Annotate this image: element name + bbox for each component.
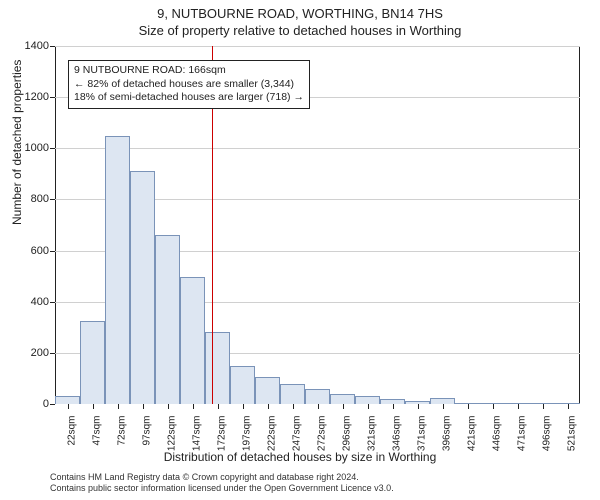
grid-line [55,148,580,149]
x-tick-label: 521sqm [566,416,577,452]
plot-area: 020040060080010001200140022sqm47sqm72sqm… [55,46,580,404]
histogram-bar [105,136,130,405]
x-tick-label: 471sqm [516,416,527,452]
x-tick-label: 396sqm [441,416,452,452]
x-tick-label: 47sqm [91,416,102,446]
x-tick-label: 97sqm [141,416,152,446]
chart-title-main: 9, NUTBOURNE ROAD, WORTHING, BN14 7HS [0,0,600,21]
annotation-line: 9 NUTBOURNE ROAD: 166sqm [74,64,304,78]
y-tick-mark [50,97,55,98]
right-axis-line [579,46,580,404]
x-tick-label: 222sqm [266,416,277,452]
x-tick-label: 296sqm [341,416,352,452]
histogram-bar [205,332,230,404]
x-tick-mark [468,404,469,409]
y-tick-mark [50,148,55,149]
x-tick-label: 72sqm [116,416,127,446]
y-tick-mark [50,46,55,47]
y-tick-mark [50,404,55,405]
y-tick-mark [50,251,55,252]
histogram-bar [280,384,305,404]
x-tick-label: 122sqm [166,416,177,452]
y-axis-line [55,46,56,404]
footer-line: Contains public sector information licen… [50,483,394,494]
x-tick-label: 421sqm [466,416,477,452]
x-tick-label: 247sqm [291,416,302,452]
x-tick-label: 147sqm [191,416,202,452]
y-tick-label: 200 [31,347,49,359]
histogram-bar [55,396,80,404]
x-tick-mark [168,404,169,409]
y-tick-label: 600 [31,245,49,257]
x-tick-mark [243,404,244,409]
x-tick-mark [293,404,294,409]
x-tick-label: 371sqm [416,416,427,452]
x-tick-mark [143,404,144,409]
x-tick-mark [368,404,369,409]
x-tick-label: 22sqm [66,416,77,446]
histogram-bar [355,396,380,404]
x-tick-label: 321sqm [366,416,377,452]
x-tick-label: 496sqm [541,416,552,452]
histogram-bar [305,389,330,404]
y-tick-label: 1400 [25,40,49,52]
y-tick-mark [50,353,55,354]
grid-line [55,46,580,47]
x-tick-mark [568,404,569,409]
histogram-bar [180,277,205,404]
x-tick-mark [68,404,69,409]
x-tick-label: 272sqm [316,416,327,452]
x-tick-mark [443,404,444,409]
histogram-bar [80,321,105,404]
x-tick-mark [418,404,419,409]
annotation-line: ← 82% of detached houses are smaller (3,… [74,78,304,92]
chart-title-sub: Size of property relative to detached ho… [0,21,600,38]
y-tick-label: 1000 [25,142,49,154]
x-tick-label: 346sqm [391,416,402,452]
y-tick-label: 400 [31,296,49,308]
x-tick-mark [318,404,319,409]
x-tick-mark [518,404,519,409]
y-tick-label: 1200 [25,91,49,103]
x-tick-mark [93,404,94,409]
histogram-bar [130,171,155,404]
x-tick-mark [193,404,194,409]
y-tick-mark [50,302,55,303]
x-tick-mark [393,404,394,409]
annotation-line: 18% of semi-detached houses are larger (… [74,91,304,105]
x-tick-mark [118,404,119,409]
y-tick-label: 0 [43,398,49,410]
histogram-bar [255,377,280,404]
histogram-bar [155,235,180,404]
footer-attribution: Contains HM Land Registry data © Crown c… [50,472,394,495]
y-tick-mark [50,199,55,200]
x-tick-mark [218,404,219,409]
histogram-bar [230,366,255,404]
x-tick-label: 446sqm [491,416,502,452]
x-tick-mark [343,404,344,409]
x-axis-label: Distribution of detached houses by size … [0,450,600,464]
histogram-bar [330,394,355,404]
y-axis-label: Number of detached properties [10,60,24,225]
chart-container: 9, NUTBOURNE ROAD, WORTHING, BN14 7HS Si… [0,0,600,500]
annotation-box: 9 NUTBOURNE ROAD: 166sqm← 82% of detache… [68,60,310,109]
x-tick-label: 197sqm [241,416,252,452]
y-tick-label: 800 [31,193,49,205]
x-tick-label: 172sqm [216,416,227,452]
x-tick-mark [543,404,544,409]
footer-line: Contains HM Land Registry data © Crown c… [50,472,394,483]
x-tick-mark [493,404,494,409]
x-tick-mark [268,404,269,409]
